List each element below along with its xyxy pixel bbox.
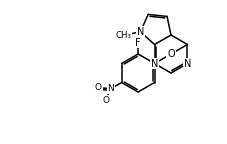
Text: F: F — [135, 38, 140, 48]
Text: N: N — [136, 27, 143, 37]
Text: O: O — [94, 83, 101, 92]
Text: O: O — [166, 49, 174, 59]
Text: CH₃: CH₃ — [115, 31, 131, 40]
Text: N: N — [150, 58, 158, 69]
Text: O: O — [101, 96, 109, 105]
Text: N: N — [183, 58, 190, 69]
Text: N: N — [107, 84, 114, 93]
